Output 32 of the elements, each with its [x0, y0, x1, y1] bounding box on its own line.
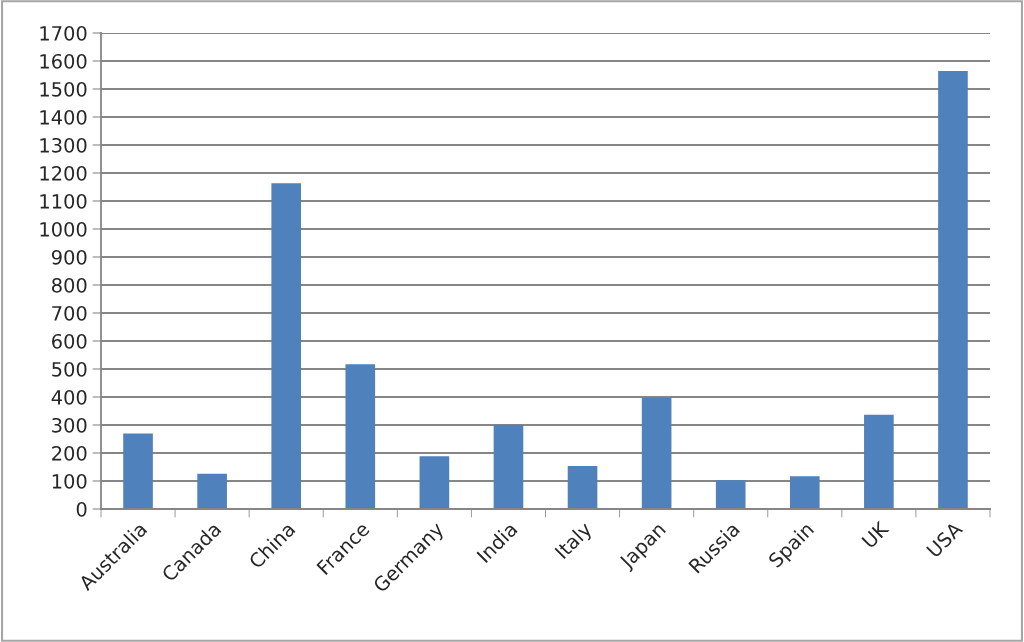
y-tick-label: 1700: [40, 25, 87, 41]
y-tick-label: 600: [52, 333, 87, 349]
y-tick-label: 800: [52, 277, 87, 293]
bar: [271, 183, 302, 509]
bar: [641, 397, 672, 509]
bar: [123, 433, 153, 509]
bar: [715, 480, 746, 509]
bar: [419, 456, 450, 509]
y-tick-label: 1100: [40, 193, 87, 209]
y-tick-label: 100: [52, 473, 87, 489]
y-tick-label: 900: [51, 249, 87, 265]
bar: [864, 414, 894, 509]
y-tick-label: 200: [52, 445, 87, 461]
bar: [567, 465, 598, 509]
y-tick-label: 1200: [40, 165, 87, 181]
bar: [938, 71, 968, 509]
y-tick-label: 300: [52, 417, 87, 433]
y-tick-label: 0: [76, 501, 87, 517]
bar: [197, 473, 227, 509]
y-tick-label: 700: [52, 305, 87, 321]
y-tick-label: 1500: [40, 81, 87, 97]
x-tick-label: UK: [861, 520, 890, 549]
y-tick-label: 1400: [40, 109, 87, 125]
y-tick-label: 400: [51, 389, 87, 405]
bar: [789, 476, 820, 509]
bar: [493, 424, 524, 509]
bar: [345, 364, 376, 509]
y-tick-label: 1000: [40, 221, 87, 237]
y-tick-label: 1300: [40, 137, 87, 153]
y-tick-label: 500: [52, 361, 87, 377]
y-tick-label: 1600: [40, 53, 87, 69]
x-tick-label: USA: [925, 520, 964, 559]
